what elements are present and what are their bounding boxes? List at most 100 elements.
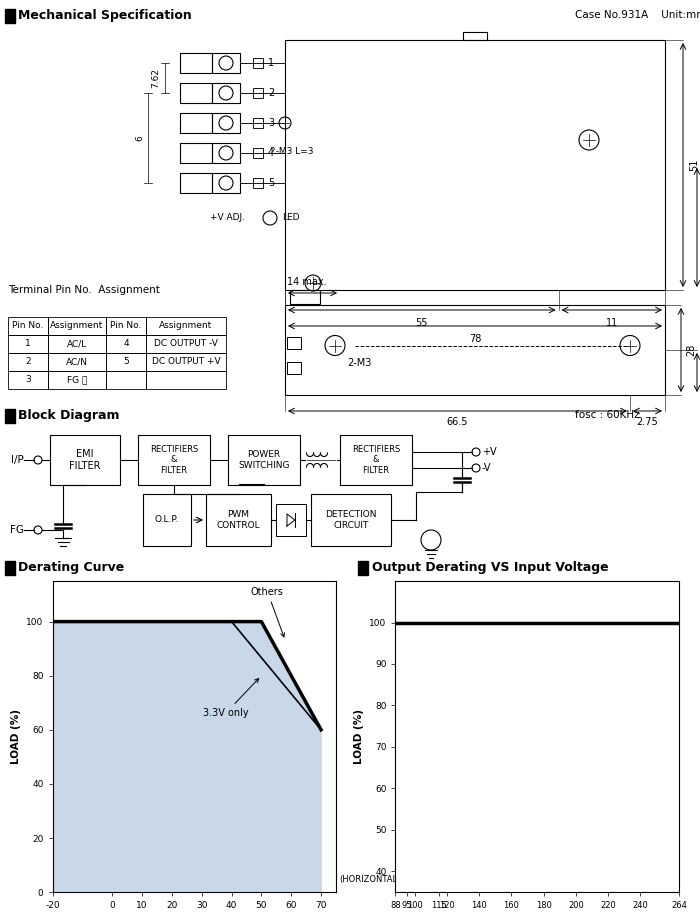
Text: DETECTION
CIRCUIT: DETECTION CIRCUIT bbox=[326, 511, 377, 530]
Bar bbox=[290, 290, 320, 304]
Bar bbox=[340, 435, 412, 485]
Text: FG ⍇: FG ⍇ bbox=[66, 375, 88, 384]
Text: 4: 4 bbox=[268, 148, 274, 158]
Bar bbox=[212, 173, 240, 193]
Text: DC OUTPUT +V: DC OUTPUT +V bbox=[152, 358, 220, 367]
Bar bbox=[138, 435, 210, 485]
Text: Assignment: Assignment bbox=[50, 321, 104, 330]
Bar bbox=[180, 173, 212, 193]
Text: Output Derating VS Input Voltage: Output Derating VS Input Voltage bbox=[372, 561, 608, 574]
Bar bbox=[106, 335, 146, 353]
Bar bbox=[106, 371, 146, 389]
Bar bbox=[143, 494, 191, 546]
Bar bbox=[358, 561, 368, 575]
Bar bbox=[253, 178, 263, 188]
Text: (HORIZONTAL): (HORIZONTAL) bbox=[339, 875, 400, 884]
Text: 3: 3 bbox=[268, 118, 274, 128]
Bar bbox=[8, 371, 48, 389]
Text: EMI
FILTER: EMI FILTER bbox=[69, 449, 101, 471]
Bar bbox=[8, 317, 48, 335]
Text: 14 max.: 14 max. bbox=[287, 277, 327, 287]
Text: FG: FG bbox=[10, 525, 24, 535]
Bar bbox=[48, 353, 106, 371]
Text: O.L.P.: O.L.P. bbox=[155, 515, 179, 524]
Text: 55: 55 bbox=[416, 318, 428, 328]
Text: 2: 2 bbox=[268, 88, 274, 98]
Bar bbox=[146, 353, 226, 371]
Bar bbox=[8, 335, 48, 353]
Text: RECTIFIERS
&
FILTER: RECTIFIERS & FILTER bbox=[352, 445, 400, 475]
Y-axis label: LOAD (%): LOAD (%) bbox=[10, 709, 21, 764]
Text: 4: 4 bbox=[123, 339, 129, 349]
Text: 3.3V only: 3.3V only bbox=[203, 679, 259, 718]
Text: Pin No.: Pin No. bbox=[13, 321, 43, 330]
Text: PWM
CONTROL: PWM CONTROL bbox=[217, 511, 260, 530]
Text: 1: 1 bbox=[268, 58, 274, 68]
Text: DC OUTPUT -V: DC OUTPUT -V bbox=[154, 339, 218, 349]
Bar bbox=[48, 371, 106, 389]
Bar bbox=[5, 9, 15, 23]
Bar bbox=[146, 335, 226, 353]
Bar bbox=[146, 317, 226, 335]
Text: -V: -V bbox=[482, 463, 491, 473]
Text: Assignment: Assignment bbox=[160, 321, 213, 330]
Text: LED: LED bbox=[282, 213, 300, 222]
Bar bbox=[228, 435, 300, 485]
Bar bbox=[276, 504, 306, 536]
Bar bbox=[48, 317, 106, 335]
Text: 5: 5 bbox=[123, 358, 129, 367]
Text: 1: 1 bbox=[25, 339, 31, 349]
Text: +V: +V bbox=[482, 447, 496, 457]
Bar bbox=[212, 113, 240, 133]
Bar bbox=[212, 143, 240, 163]
Text: +V ADJ.: +V ADJ. bbox=[210, 213, 245, 222]
Text: Mechanical Specification: Mechanical Specification bbox=[18, 8, 192, 21]
Bar bbox=[180, 53, 212, 73]
Bar bbox=[253, 88, 263, 98]
Bar bbox=[311, 494, 391, 546]
Text: RECTIFIERS
&
FILTER: RECTIFIERS & FILTER bbox=[150, 445, 198, 475]
Bar bbox=[8, 353, 48, 371]
Text: Case No.931A    Unit:mm: Case No.931A Unit:mm bbox=[575, 10, 700, 20]
Text: 78: 78 bbox=[469, 334, 481, 344]
Text: 5: 5 bbox=[268, 178, 274, 188]
Bar bbox=[253, 118, 263, 128]
Bar bbox=[50, 435, 120, 485]
Bar bbox=[5, 409, 15, 423]
Text: Derating Curve: Derating Curve bbox=[18, 561, 125, 574]
Bar bbox=[253, 58, 263, 68]
Bar bbox=[180, 83, 212, 103]
Text: 66.5: 66.5 bbox=[447, 417, 468, 427]
Text: 7.62: 7.62 bbox=[151, 68, 160, 88]
Text: I/P: I/P bbox=[11, 455, 24, 465]
Bar bbox=[212, 83, 240, 103]
Text: POWER
SWITCHING: POWER SWITCHING bbox=[238, 450, 290, 469]
Text: 2-M3: 2-M3 bbox=[347, 359, 372, 369]
Bar bbox=[287, 337, 301, 349]
Polygon shape bbox=[52, 621, 321, 892]
Text: 28: 28 bbox=[686, 344, 696, 356]
Text: Others: Others bbox=[251, 587, 284, 637]
Bar bbox=[285, 305, 665, 395]
Text: AC/L: AC/L bbox=[67, 339, 87, 349]
Text: 2.75: 2.75 bbox=[636, 417, 659, 427]
Bar bbox=[106, 353, 146, 371]
Text: 3: 3 bbox=[25, 375, 31, 384]
Text: Block Diagram: Block Diagram bbox=[18, 408, 120, 422]
Bar bbox=[146, 371, 226, 389]
Text: Pin No.: Pin No. bbox=[111, 321, 141, 330]
Text: 2: 2 bbox=[25, 358, 31, 367]
Y-axis label: LOAD (%): LOAD (%) bbox=[354, 709, 364, 764]
Text: Terminal Pin No.  Assignment: Terminal Pin No. Assignment bbox=[8, 285, 160, 295]
Bar bbox=[285, 40, 665, 290]
Text: 2-M3 L=3: 2-M3 L=3 bbox=[270, 146, 314, 156]
Bar bbox=[48, 335, 106, 353]
Bar bbox=[212, 53, 240, 73]
Bar bbox=[5, 561, 15, 575]
Bar bbox=[206, 494, 271, 546]
Bar bbox=[287, 362, 301, 374]
Bar bbox=[106, 317, 146, 335]
Bar bbox=[180, 113, 212, 133]
Text: fosc : 60KHz: fosc : 60KHz bbox=[575, 410, 640, 420]
Text: 6: 6 bbox=[136, 135, 144, 141]
